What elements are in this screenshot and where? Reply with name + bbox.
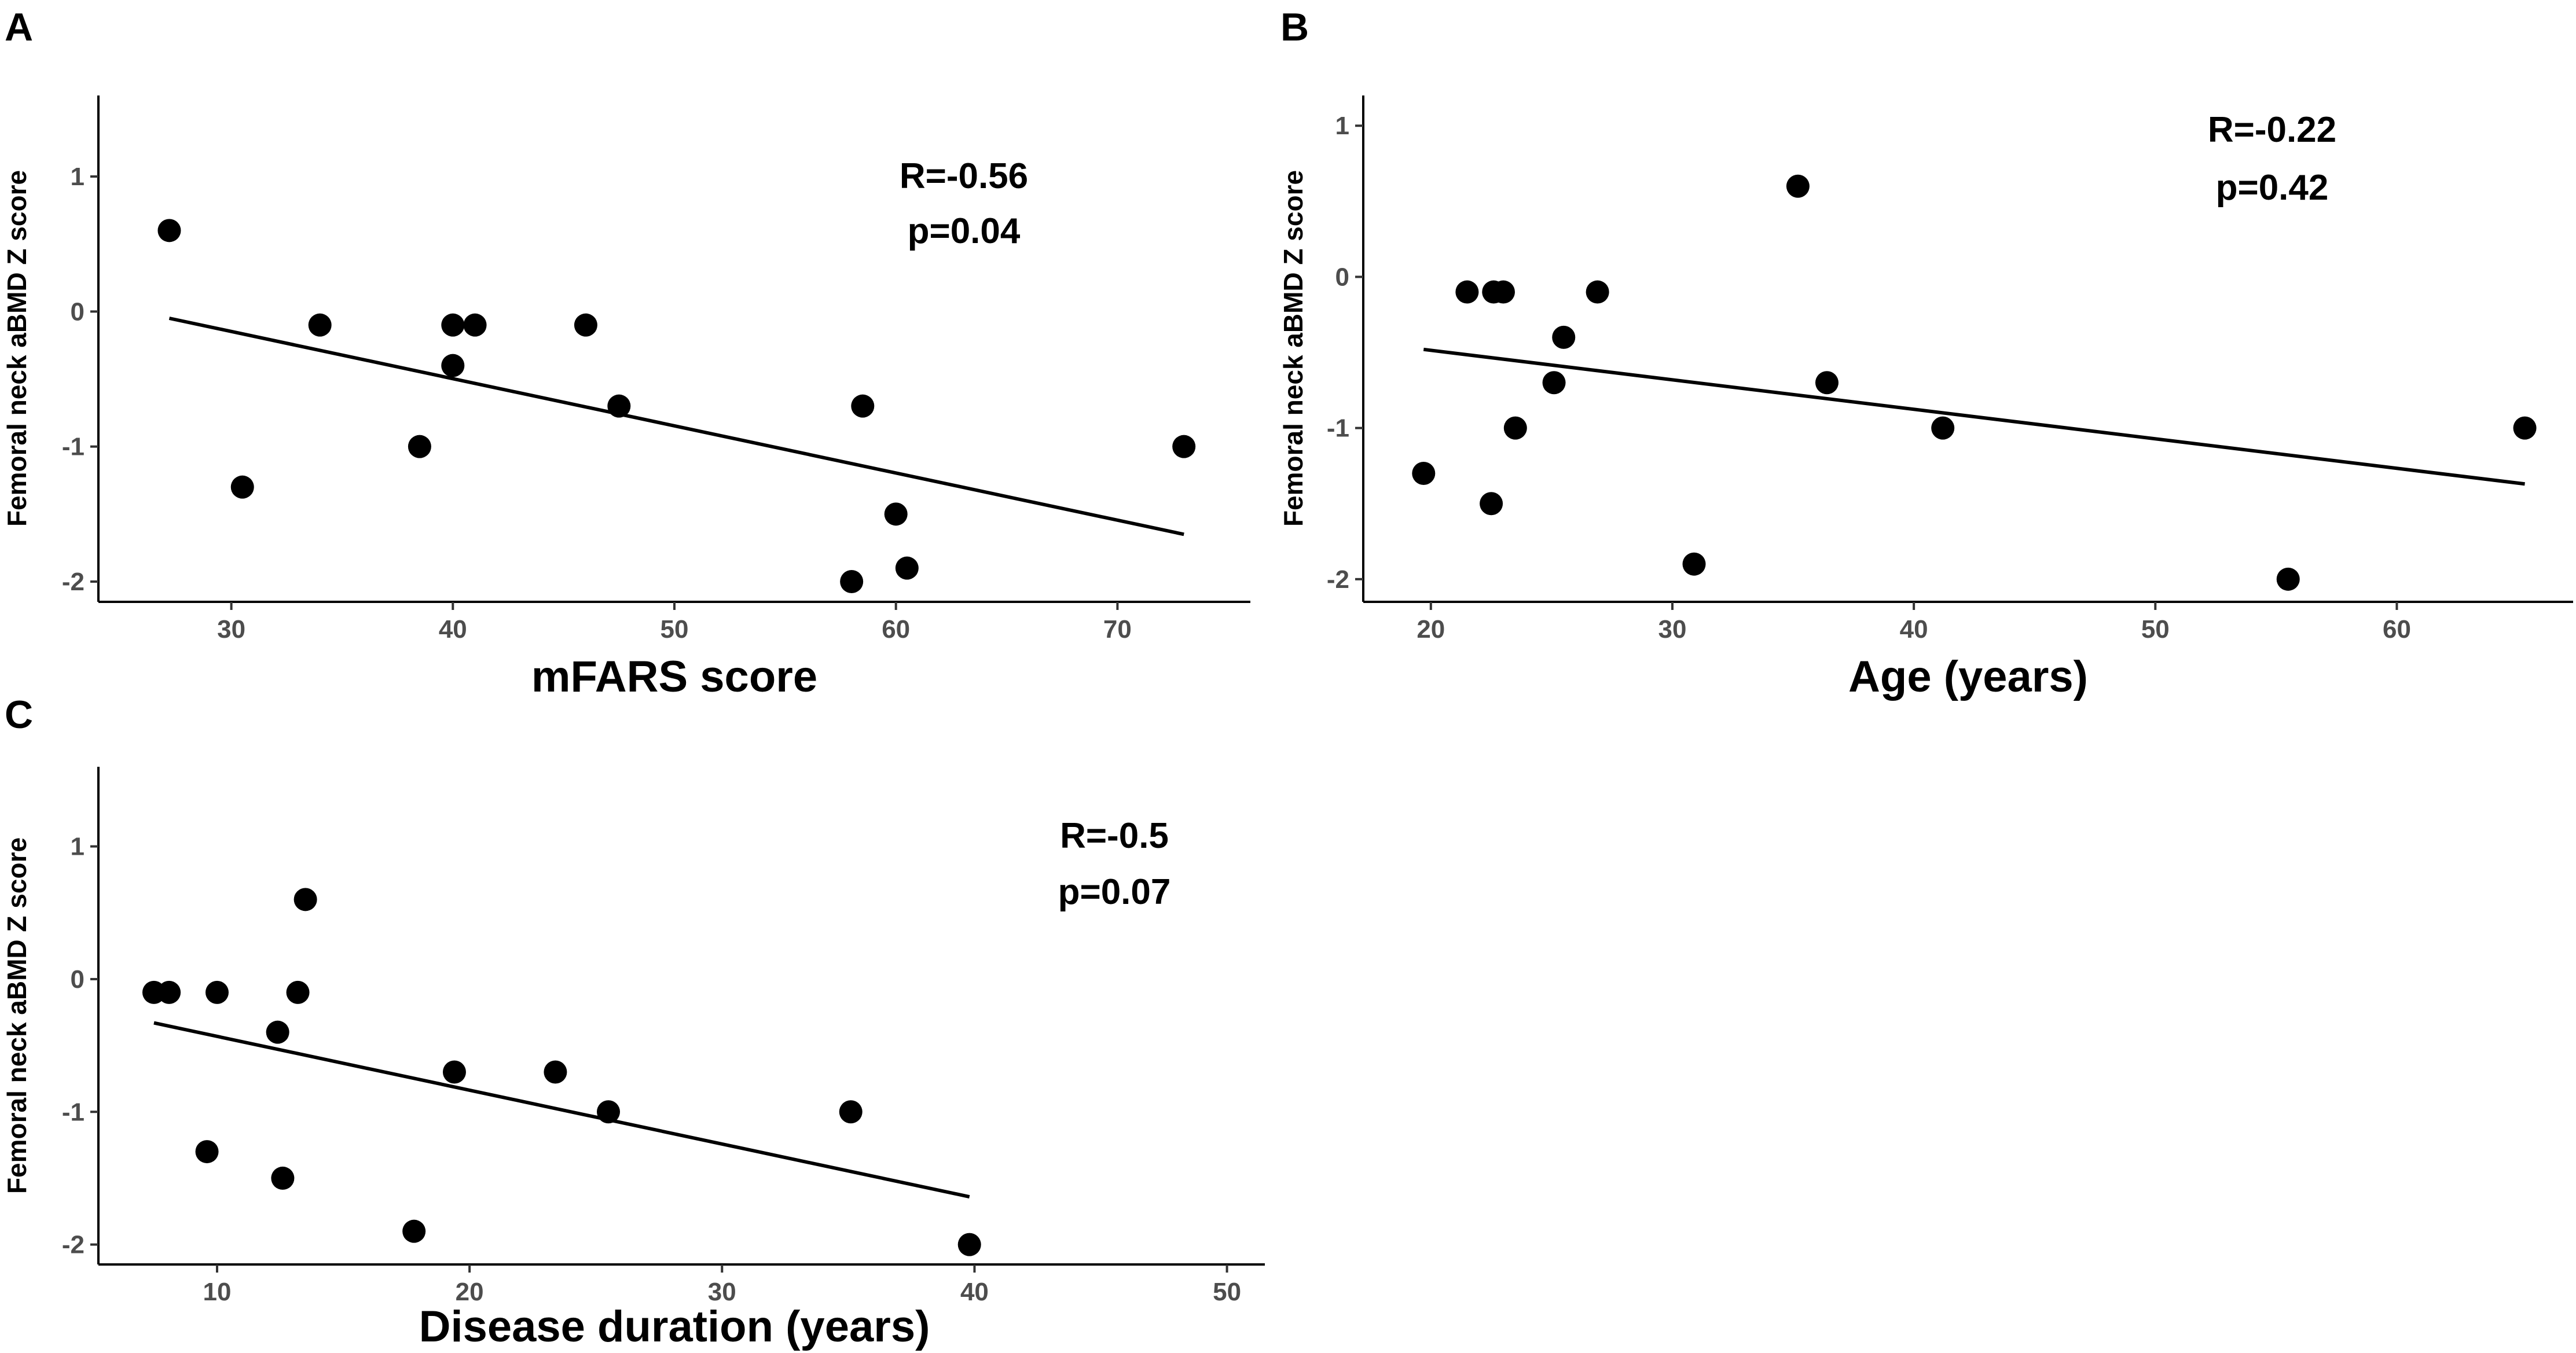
y-tick-label-a: -1 [62,433,85,461]
x-tick-label-b: 20 [1417,615,1445,644]
y-tick-label-a: 0 [71,297,85,326]
x-tick-label-a: 40 [439,615,467,644]
data-point-b [1455,280,1479,304]
data-point-b [1682,552,1706,576]
point-group-c [142,888,981,1256]
data-point-c [157,980,181,1004]
p-value-c: p=0.07 [1058,872,1171,912]
data-point-c [402,1219,426,1243]
x-tick-label-c: 50 [1213,1278,1241,1306]
data-point-a [441,354,465,377]
x-axis-label-c: Disease duration (years) [419,1302,930,1351]
p-value-b: p=0.42 [2216,168,2329,208]
panel-letter-a: A [5,5,33,49]
data-point-c [293,888,317,911]
y-axis-label-b: Femoral neck aBMD Z score [1278,170,1308,527]
data-point-a [851,394,875,418]
p-value-a: p=0.04 [908,211,1021,251]
y-tick-label-b: -1 [1327,414,1349,443]
point-group-a [157,219,1196,593]
regression-line-c [153,1021,970,1198]
data-point-a [308,313,332,337]
data-point-b [1815,371,1839,395]
tick-group-b: 20 30 40 50 60 1 0 -1 -2 [1327,112,2411,644]
x-tick-label-c: 30 [708,1278,736,1306]
data-point-a [840,570,864,593]
data-point-a [574,313,597,337]
x-axis-label-b: Age (years) [1848,652,2088,701]
x-tick-label-b: 40 [1900,615,1928,644]
data-point-b [1503,416,1527,440]
data-point-a [607,394,631,418]
x-tick-label-b: 60 [2383,615,2411,644]
x-axis-label-a: mFARS score [531,652,817,701]
data-point-b [1542,371,1566,395]
panel-b: B 20 30 40 50 60 1 0 -1 -2 R=-0.22 p=0.42 Age (y… [1278,5,2573,701]
data-point-a [895,556,919,580]
correlation-r-c: R=-0.5 [1060,816,1169,856]
regression-line-b [1423,347,2525,486]
data-point-a [463,313,487,337]
x-tick-label-a: 30 [217,615,245,644]
data-point-b [2276,567,2300,591]
regression-line-a [168,317,1184,536]
y-tick-label-c: -2 [62,1231,85,1259]
correlation-r-a: R=-0.56 [900,156,1028,196]
y-axis-label-a: Femoral neck aBMD Z score [2,170,32,527]
y-tick-label-b: 0 [1335,263,1349,291]
data-point-c [597,1100,621,1124]
panel-a: A 30 40 50 60 70 1 0 -1 -2 R=-0.56 p=0.04 mFARS … [2,5,1250,701]
panel-letter-c: C [5,693,33,737]
data-point-a [441,313,465,337]
data-point-c [205,980,229,1004]
data-point-b [1931,416,1955,440]
x-tick-label-b: 50 [2141,615,2170,644]
data-point-c [839,1100,863,1124]
data-point-c [271,1166,295,1190]
data-point-b [1480,492,1503,516]
y-tick-label-a: 1 [71,163,85,191]
y-tick-label-b: 1 [1335,112,1349,140]
data-point-a [157,219,181,242]
point-group-b [1412,174,2537,591]
data-point-c [286,980,310,1004]
data-point-c [266,1020,289,1044]
data-point-b [1412,461,1436,485]
data-point-c [957,1233,981,1256]
data-point-a [884,502,908,526]
data-point-b [1552,325,1576,349]
data-point-c [544,1060,567,1084]
x-tick-label-c: 40 [960,1278,989,1306]
x-tick-label-a: 70 [1103,615,1132,644]
data-point-b [1586,280,1609,304]
data-point-c [442,1060,466,1084]
data-point-b [2513,416,2537,440]
y-tick-label-b: -2 [1327,565,1349,594]
tick-group-a: 30 40 50 60 70 1 0 -1 -2 [62,163,1132,644]
data-point-c [195,1140,219,1164]
y-tick-label-a: -2 [62,568,85,596]
y-tick-label-c: 0 [71,965,85,994]
data-point-b [1786,174,1810,198]
data-point-a [230,475,254,499]
correlation-r-b: R=-0.22 [2208,110,2336,150]
x-tick-label-c: 20 [456,1278,484,1306]
y-axis-label-c: Femoral neck aBMD Z score [2,837,32,1194]
x-tick-label-b: 30 [1658,615,1686,644]
panel-letter-b: B [1280,5,1309,49]
data-point-a [1172,435,1196,458]
x-tick-label-c: 10 [203,1278,232,1306]
x-tick-label-a: 50 [660,615,689,644]
data-point-a [408,435,431,458]
y-tick-label-c: -1 [62,1098,85,1126]
data-point-b [1491,280,1515,304]
y-tick-label-c: 1 [71,833,85,861]
x-tick-label-a: 60 [882,615,910,644]
